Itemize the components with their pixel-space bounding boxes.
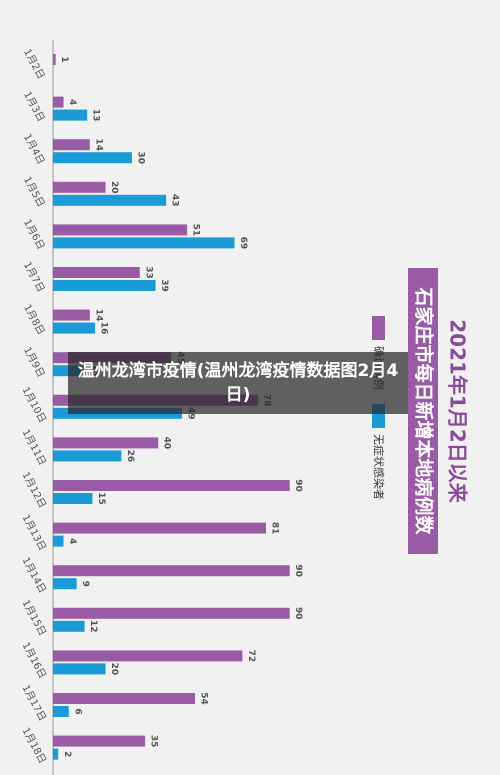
- bar: [53, 322, 96, 334]
- bar: [53, 280, 156, 291]
- bar: [53, 194, 167, 206]
- subtitle-box: [408, 268, 438, 554]
- chart-title: 2021年1月2日以来: [446, 319, 470, 503]
- bar: [53, 663, 106, 675]
- category-label: 1月11日: [20, 427, 49, 467]
- category-label: 1月15日: [20, 598, 49, 638]
- bar: [53, 565, 290, 577]
- category-label: 1月12日: [20, 470, 49, 510]
- category-label: 1月3日: [21, 89, 47, 124]
- bar: [53, 237, 235, 249]
- category-label: 1月4日: [21, 132, 47, 167]
- value-label: 6: [72, 708, 82, 714]
- value-label: 72: [246, 650, 256, 663]
- category-label: 1月6日: [21, 217, 47, 252]
- bar: [53, 437, 159, 449]
- bar: [53, 480, 290, 491]
- value-label: 90: [293, 607, 303, 620]
- bar: [53, 522, 267, 534]
- bar: [53, 607, 290, 619]
- chart-subtitle: 石家庄市每日新增本地病例数: [413, 286, 436, 535]
- value-label: 40: [162, 437, 172, 450]
- value-label: 12: [88, 620, 98, 633]
- bar: [53, 578, 77, 590]
- category-label: 1月13日: [20, 513, 49, 553]
- bar: [53, 139, 90, 151]
- category-label: 1月7日: [21, 260, 47, 295]
- bar: [53, 735, 146, 747]
- category-label: 1月8日: [21, 302, 47, 337]
- value-label: 2: [62, 751, 72, 757]
- category-label: 1月17日: [20, 683, 49, 723]
- bar: [53, 96, 64, 108]
- category-label: 1月2日: [21, 47, 47, 82]
- value-label: 4: [67, 99, 77, 105]
- value-label: 39: [159, 279, 169, 292]
- value-label: 30: [135, 151, 145, 164]
- bar: [53, 309, 90, 321]
- value-label: 14: [93, 138, 103, 151]
- category-label: 1月14日: [20, 555, 49, 595]
- category-label: 1月10日: [20, 385, 49, 425]
- bar: [53, 109, 88, 121]
- bar: [53, 748, 59, 760]
- bar: [53, 54, 56, 65]
- bar: [53, 650, 243, 662]
- value-label: 1: [59, 56, 69, 62]
- overlay-caption: 温州龙湾市疫情(温州龙湾疫情数据图2月4日): [68, 352, 408, 414]
- bar: [53, 224, 188, 236]
- category-label: 1月18日: [20, 726, 49, 766]
- value-label: 4: [67, 538, 77, 544]
- value-label: 13: [91, 109, 101, 122]
- value-label: 51: [191, 224, 201, 237]
- bar: [53, 152, 132, 164]
- value-label: 16: [99, 322, 109, 335]
- bar: [53, 493, 93, 504]
- category-label: 1月5日: [21, 175, 47, 210]
- value-label: 54: [199, 692, 209, 705]
- legend-swatch: [372, 316, 385, 340]
- value-label: 90: [293, 479, 303, 492]
- value-label: 9: [80, 581, 90, 587]
- bar: [53, 450, 122, 462]
- value-label: 33: [143, 266, 153, 279]
- value-label: 20: [109, 181, 119, 194]
- bar: [53, 267, 140, 278]
- value-label: 81: [270, 522, 280, 535]
- bar: [53, 620, 85, 632]
- value-label: 69: [238, 237, 248, 250]
- bar: [53, 706, 69, 717]
- value-label: 43: [170, 194, 180, 207]
- value-label: 20: [109, 663, 119, 676]
- bar: [53, 535, 64, 547]
- value-label: 35: [149, 735, 159, 748]
- value-label: 15: [96, 492, 106, 505]
- value-label: 14: [93, 309, 103, 322]
- category-label: 1月9日: [21, 345, 47, 380]
- legend-label: 无症状感染者: [372, 434, 386, 500]
- value-label: 90: [293, 564, 303, 577]
- bar: [53, 693, 196, 704]
- bar: [53, 181, 106, 193]
- value-label: 26: [125, 450, 135, 463]
- category-label: 1月16日: [20, 640, 49, 680]
